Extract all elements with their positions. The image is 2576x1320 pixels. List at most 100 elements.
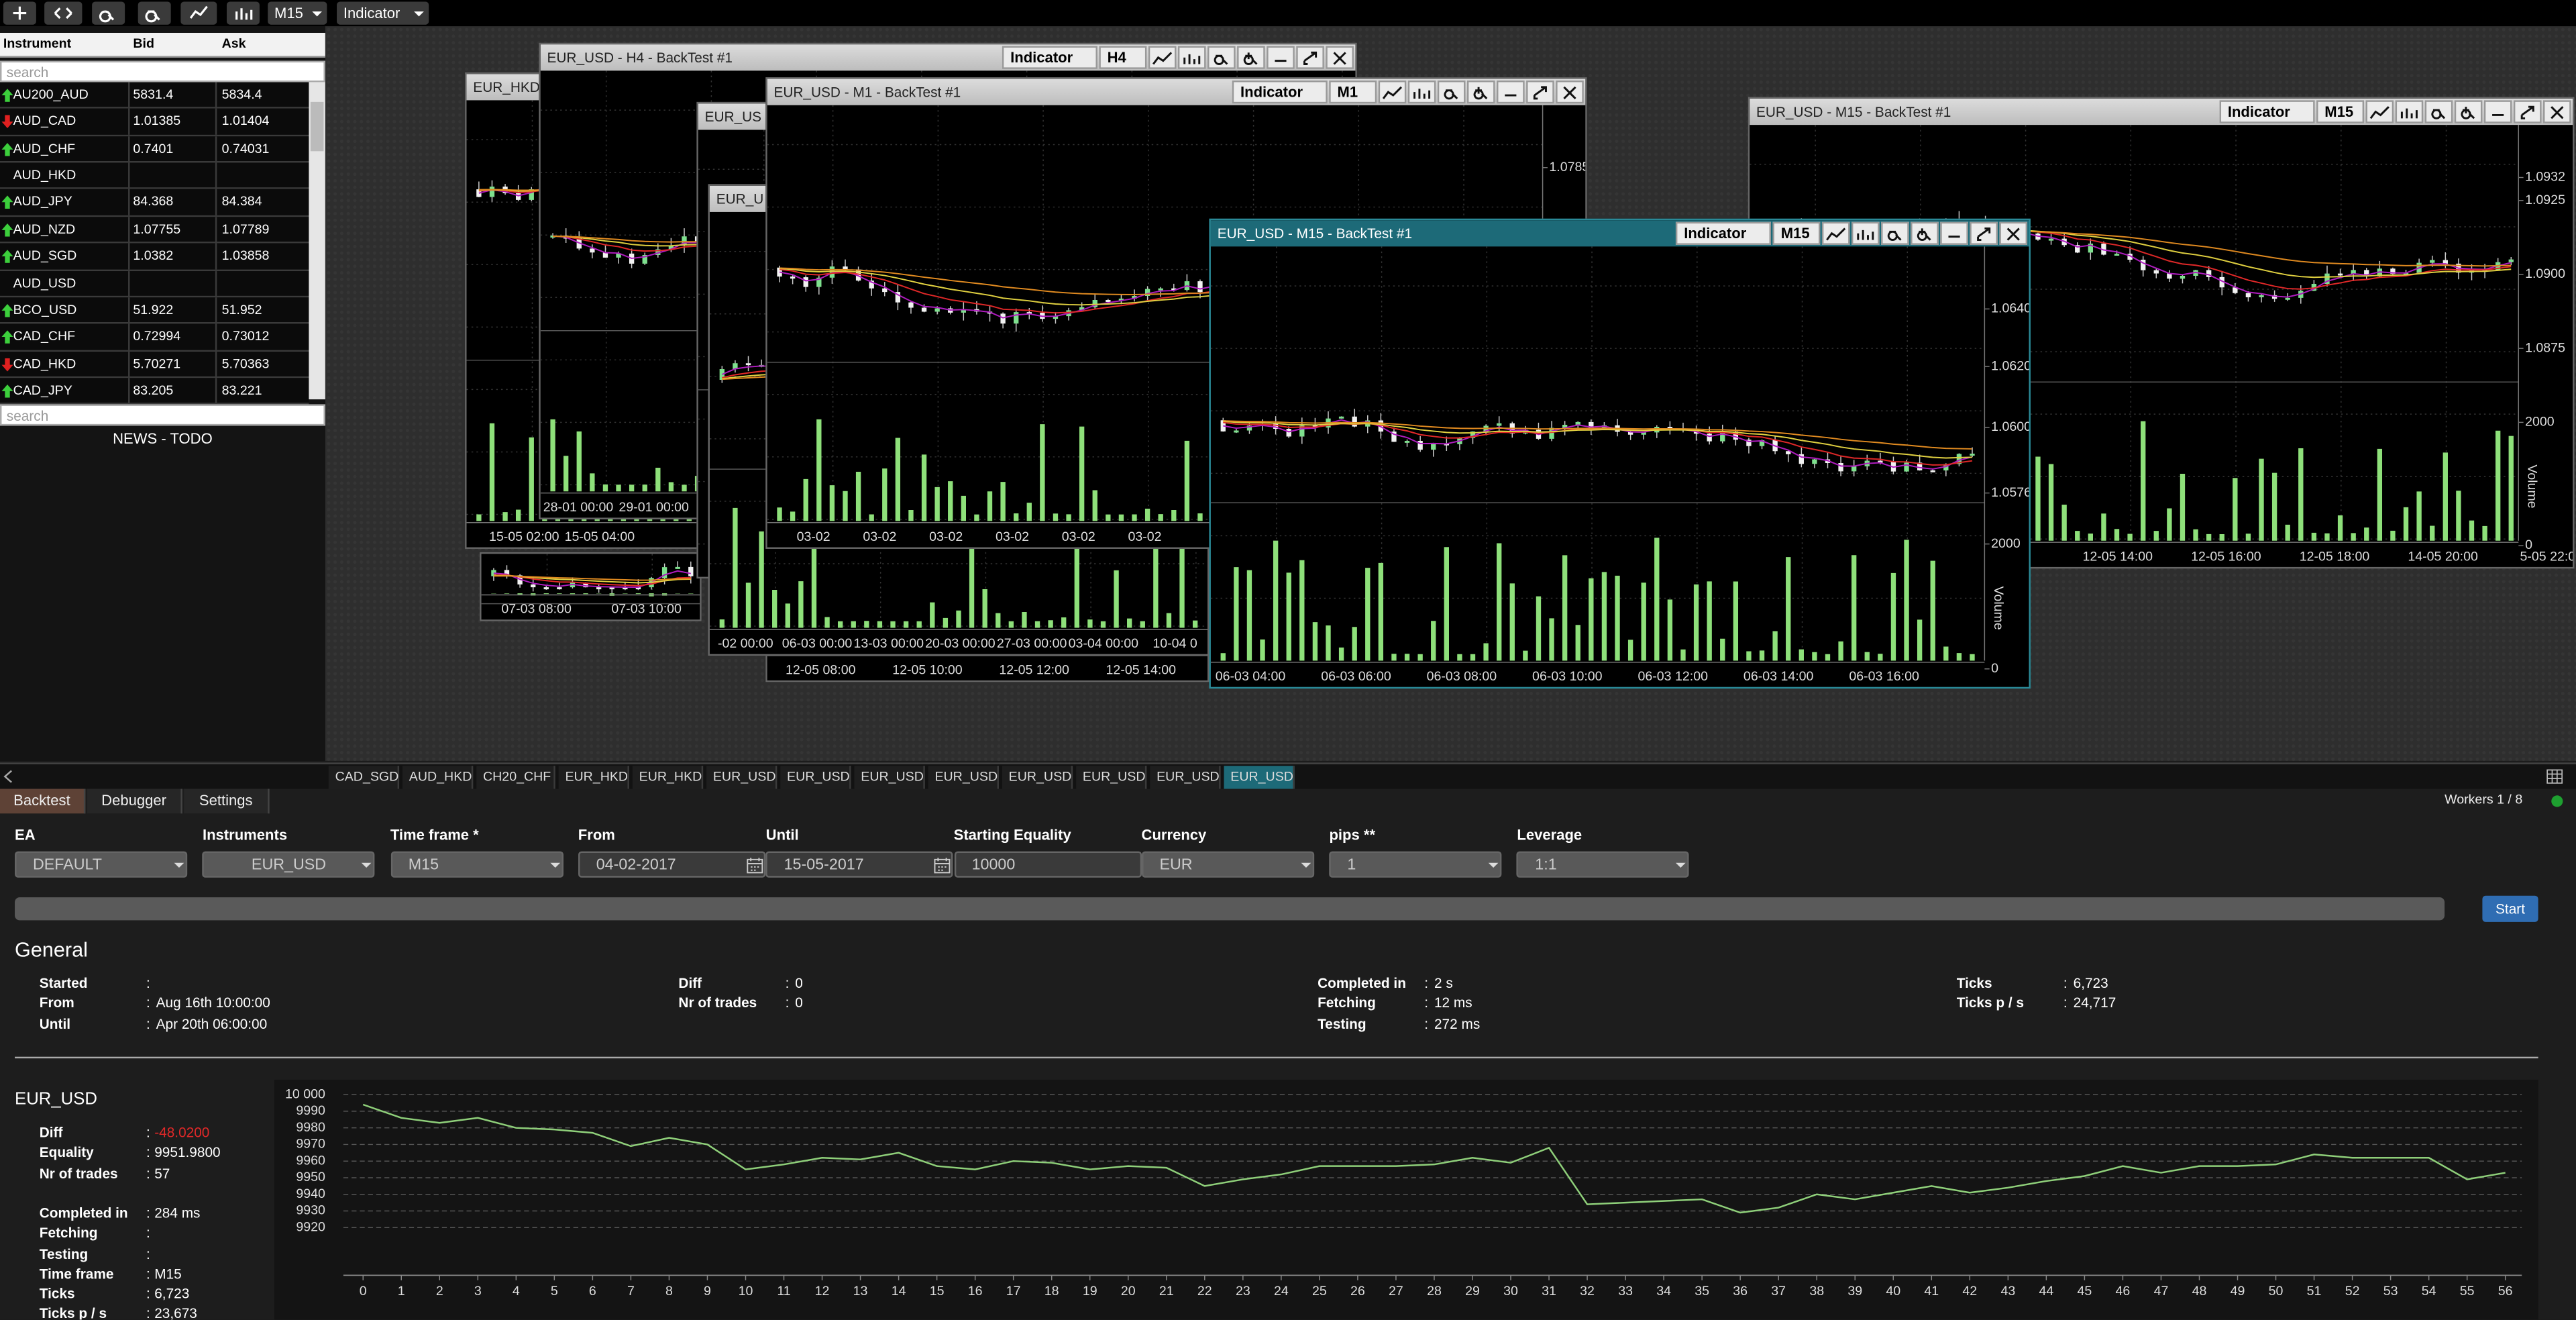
- chart-window[interactable]: 12-05 08:00 12-05 10:00 12-05 12:00 12-05 1…: [765, 654, 1210, 682]
- timeframe-button[interactable]: M15: [268, 1, 327, 25]
- instrument-row[interactable]: AUD_NZD 1.07755 1.07789: [0, 216, 309, 244]
- chart-tab[interactable]: EUR_USD: [1224, 766, 1295, 789]
- chart-tab[interactable]: EUR_USD: [1150, 766, 1221, 789]
- instrument-row[interactable]: BCO_USD 51.922 51.952: [0, 297, 309, 325]
- window-tool-button[interactable]: [1556, 81, 1584, 104]
- instrument-row[interactable]: AUD_CHF 0.7401 0.74031: [0, 136, 309, 163]
- window-tool-button[interactable]: [2395, 100, 2424, 123]
- window-tool-button[interactable]: [2424, 100, 2453, 123]
- instrument-row[interactable]: AUD_HKD: [0, 162, 309, 190]
- instrument-row[interactable]: CAD_CHF 0.72994 0.73012: [0, 324, 309, 352]
- search-input[interactable]: search: [0, 60, 325, 83]
- panel-tab[interactable]: Debugger: [87, 789, 182, 814]
- field-input[interactable]: EUR_USD: [202, 851, 376, 878]
- field-input[interactable]: EUR: [1141, 851, 1314, 878]
- instrument-row[interactable]: CAD_HKD 5.70271 5.70363: [0, 351, 309, 378]
- window-tool-button[interactable]: [1378, 81, 1407, 104]
- instrument-row[interactable]: AUD_JPY 84.368 84.384: [0, 189, 309, 217]
- window-tool-button[interactable]: [1970, 221, 1998, 245]
- chart-window[interactable]: 07-03 08:00 07-03 10:00: [480, 552, 702, 621]
- field-input[interactable]: 15-05-2017: [765, 851, 953, 878]
- scrollbar: [309, 82, 325, 400]
- window-tool-button[interactable]: [1148, 46, 1177, 69]
- field-input[interactable]: 1: [1329, 851, 1502, 878]
- field-input[interactable]: 04-02-2017: [578, 851, 765, 878]
- window-tool-button[interactable]: [2483, 100, 2512, 123]
- field-input[interactable]: DEFAULT: [15, 851, 188, 878]
- indicator-button[interactable]: Indicator: [1232, 81, 1328, 104]
- indicator-button[interactable]: Indicator: [337, 1, 429, 25]
- field-input[interactable]: 10000: [953, 851, 1141, 878]
- chart-window[interactable]: 1.0640 1.0620 1.0600 1.0576 2000 0 Volume 06-03…: [1209, 218, 2031, 689]
- instrument-row[interactable]: AU200_AUD 5831.4 5834.4: [0, 82, 309, 109]
- chart-tab[interactable]: EUR_HKD: [558, 766, 629, 789]
- start-button[interactable]: Start: [2482, 895, 2538, 922]
- panel-tab[interactable]: Settings: [184, 789, 270, 814]
- timeframe-button[interactable]: M15: [2316, 100, 2365, 123]
- window-tool-button[interactable]: [1267, 46, 1295, 69]
- window-tool-button[interactable]: [1999, 221, 2028, 245]
- window-tool-icon: [1473, 87, 1488, 100]
- chart-tab[interactable]: EUR_USD: [928, 766, 999, 789]
- window-tool-button[interactable]: [1497, 81, 1525, 104]
- instrument-row[interactable]: CAD_JPY 83.205 83.221: [0, 378, 309, 405]
- chart-tab[interactable]: EUR_HKD: [632, 766, 704, 789]
- indicator-button[interactable]: Indicator: [2219, 100, 2315, 123]
- toolbar-button[interactable]: [226, 1, 260, 25]
- window-tool-button[interactable]: [1437, 81, 1466, 104]
- toolbar-button[interactable]: [180, 1, 217, 25]
- window-tool-button[interactable]: [1237, 46, 1265, 69]
- field-input[interactable]: 1:1: [1517, 851, 1690, 878]
- timeframe-button[interactable]: M15: [1772, 221, 1821, 245]
- window-tool-button[interactable]: [1940, 221, 1968, 245]
- chart-tab[interactable]: EUR_USD: [854, 766, 925, 789]
- news-search[interactable]: search: [0, 404, 325, 426]
- window-tool-button[interactable]: [1821, 221, 1850, 245]
- window-tool-button[interactable]: [1296, 46, 1324, 69]
- instrument-row[interactable]: AUD_CAD 1.01385 1.01404: [0, 109, 309, 136]
- toolbar-button[interactable]: [92, 1, 125, 25]
- icon-glyph: [1183, 54, 1201, 64]
- window-tool-button[interactable]: [1851, 221, 1880, 245]
- indicator-button[interactable]: Indicator: [1002, 46, 1097, 69]
- window-tool-button[interactable]: [1208, 46, 1236, 69]
- instrument-row[interactable]: AUD_SGD 1.0382 1.03858: [0, 243, 309, 270]
- chart-tab[interactable]: EUR_USD: [706, 766, 777, 789]
- toolbar-button[interactable]: [3, 1, 36, 25]
- window-tool-button[interactable]: [1177, 46, 1206, 69]
- toolbar-button[interactable]: [44, 1, 83, 25]
- window-tool-button[interactable]: [2365, 100, 2394, 123]
- chart-tab[interactable]: CAD_SGD: [328, 766, 400, 789]
- window-tool-button[interactable]: [2454, 100, 2483, 123]
- window-tool-button[interactable]: [1881, 221, 1909, 245]
- chart-tab[interactable]: EUR_USD: [1076, 766, 1147, 789]
- x-tick-label: 56: [2498, 1284, 2513, 1299]
- panel-tab[interactable]: Backtest: [0, 789, 86, 814]
- window-tool-button[interactable]: [1526, 81, 1554, 104]
- window-tool-button[interactable]: [1466, 81, 1495, 104]
- chart-tab-label: CH20_CHF: [483, 769, 551, 784]
- chart-tab[interactable]: AUD_HKD: [402, 766, 474, 789]
- window-tool-button[interactable]: [1407, 81, 1436, 104]
- ask: 1.01404: [221, 113, 270, 129]
- y-tick-label: 9980: [296, 1120, 325, 1135]
- chart-tab[interactable]: EUR_USD: [1002, 766, 1073, 789]
- timeframe-button[interactable]: H4: [1099, 46, 1147, 69]
- y-tick-label: 1.0932: [2525, 170, 2565, 185]
- toolbar-button[interactable]: [138, 1, 171, 25]
- chart-tab[interactable]: CH20_CHF: [476, 766, 555, 789]
- stat-value: 0: [795, 995, 803, 1011]
- x-tick-label: 13: [853, 1284, 868, 1299]
- window-tool-button[interactable]: [1326, 46, 1354, 69]
- instrument-row[interactable]: AUD_USD: [0, 270, 309, 297]
- chart-tab[interactable]: EUR_USD: [780, 766, 851, 789]
- field-input[interactable]: M15: [390, 851, 564, 878]
- field-label: From: [578, 826, 615, 844]
- window-tool-button[interactable]: [1911, 221, 1939, 245]
- window-tool-button[interactable]: [2513, 100, 2542, 123]
- x-tick-label: 10: [739, 1284, 753, 1299]
- timeframe-button[interactable]: M1: [1329, 81, 1377, 104]
- window-tool-button[interactable]: [2543, 100, 2571, 123]
- indicator-button[interactable]: Indicator: [1675, 221, 1772, 245]
- table-header: Instrument Bid Ask: [0, 32, 325, 58]
